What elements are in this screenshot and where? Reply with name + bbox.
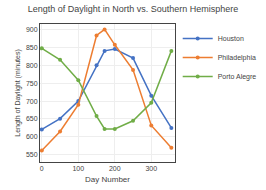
svg-text:0: 0	[40, 165, 44, 172]
svg-text:850: 850	[26, 44, 38, 51]
svg-text:600: 600	[26, 133, 38, 140]
svg-text:Porto Alegre: Porto Alegre	[218, 73, 257, 81]
svg-text:700: 700	[26, 98, 38, 105]
svg-text:Houston: Houston	[218, 35, 244, 42]
svg-text:Length of Daylight in North vs: Length of Daylight in North vs. Southern…	[28, 4, 239, 14]
svg-text:750: 750	[26, 80, 38, 87]
svg-text:300: 300	[145, 165, 157, 172]
svg-text:800: 800	[26, 62, 38, 69]
svg-text:650: 650	[26, 115, 38, 122]
svg-text:Length of Daylight (minutes): Length of Daylight (minutes)	[14, 49, 22, 137]
svg-text:550: 550	[26, 151, 38, 158]
svg-text:100: 100	[72, 165, 84, 172]
svg-text:200: 200	[109, 165, 121, 172]
svg-text:Day Number: Day Number	[85, 175, 130, 184]
svg-text:900: 900	[26, 26, 38, 33]
svg-text:Philadelphia: Philadelphia	[218, 54, 256, 62]
